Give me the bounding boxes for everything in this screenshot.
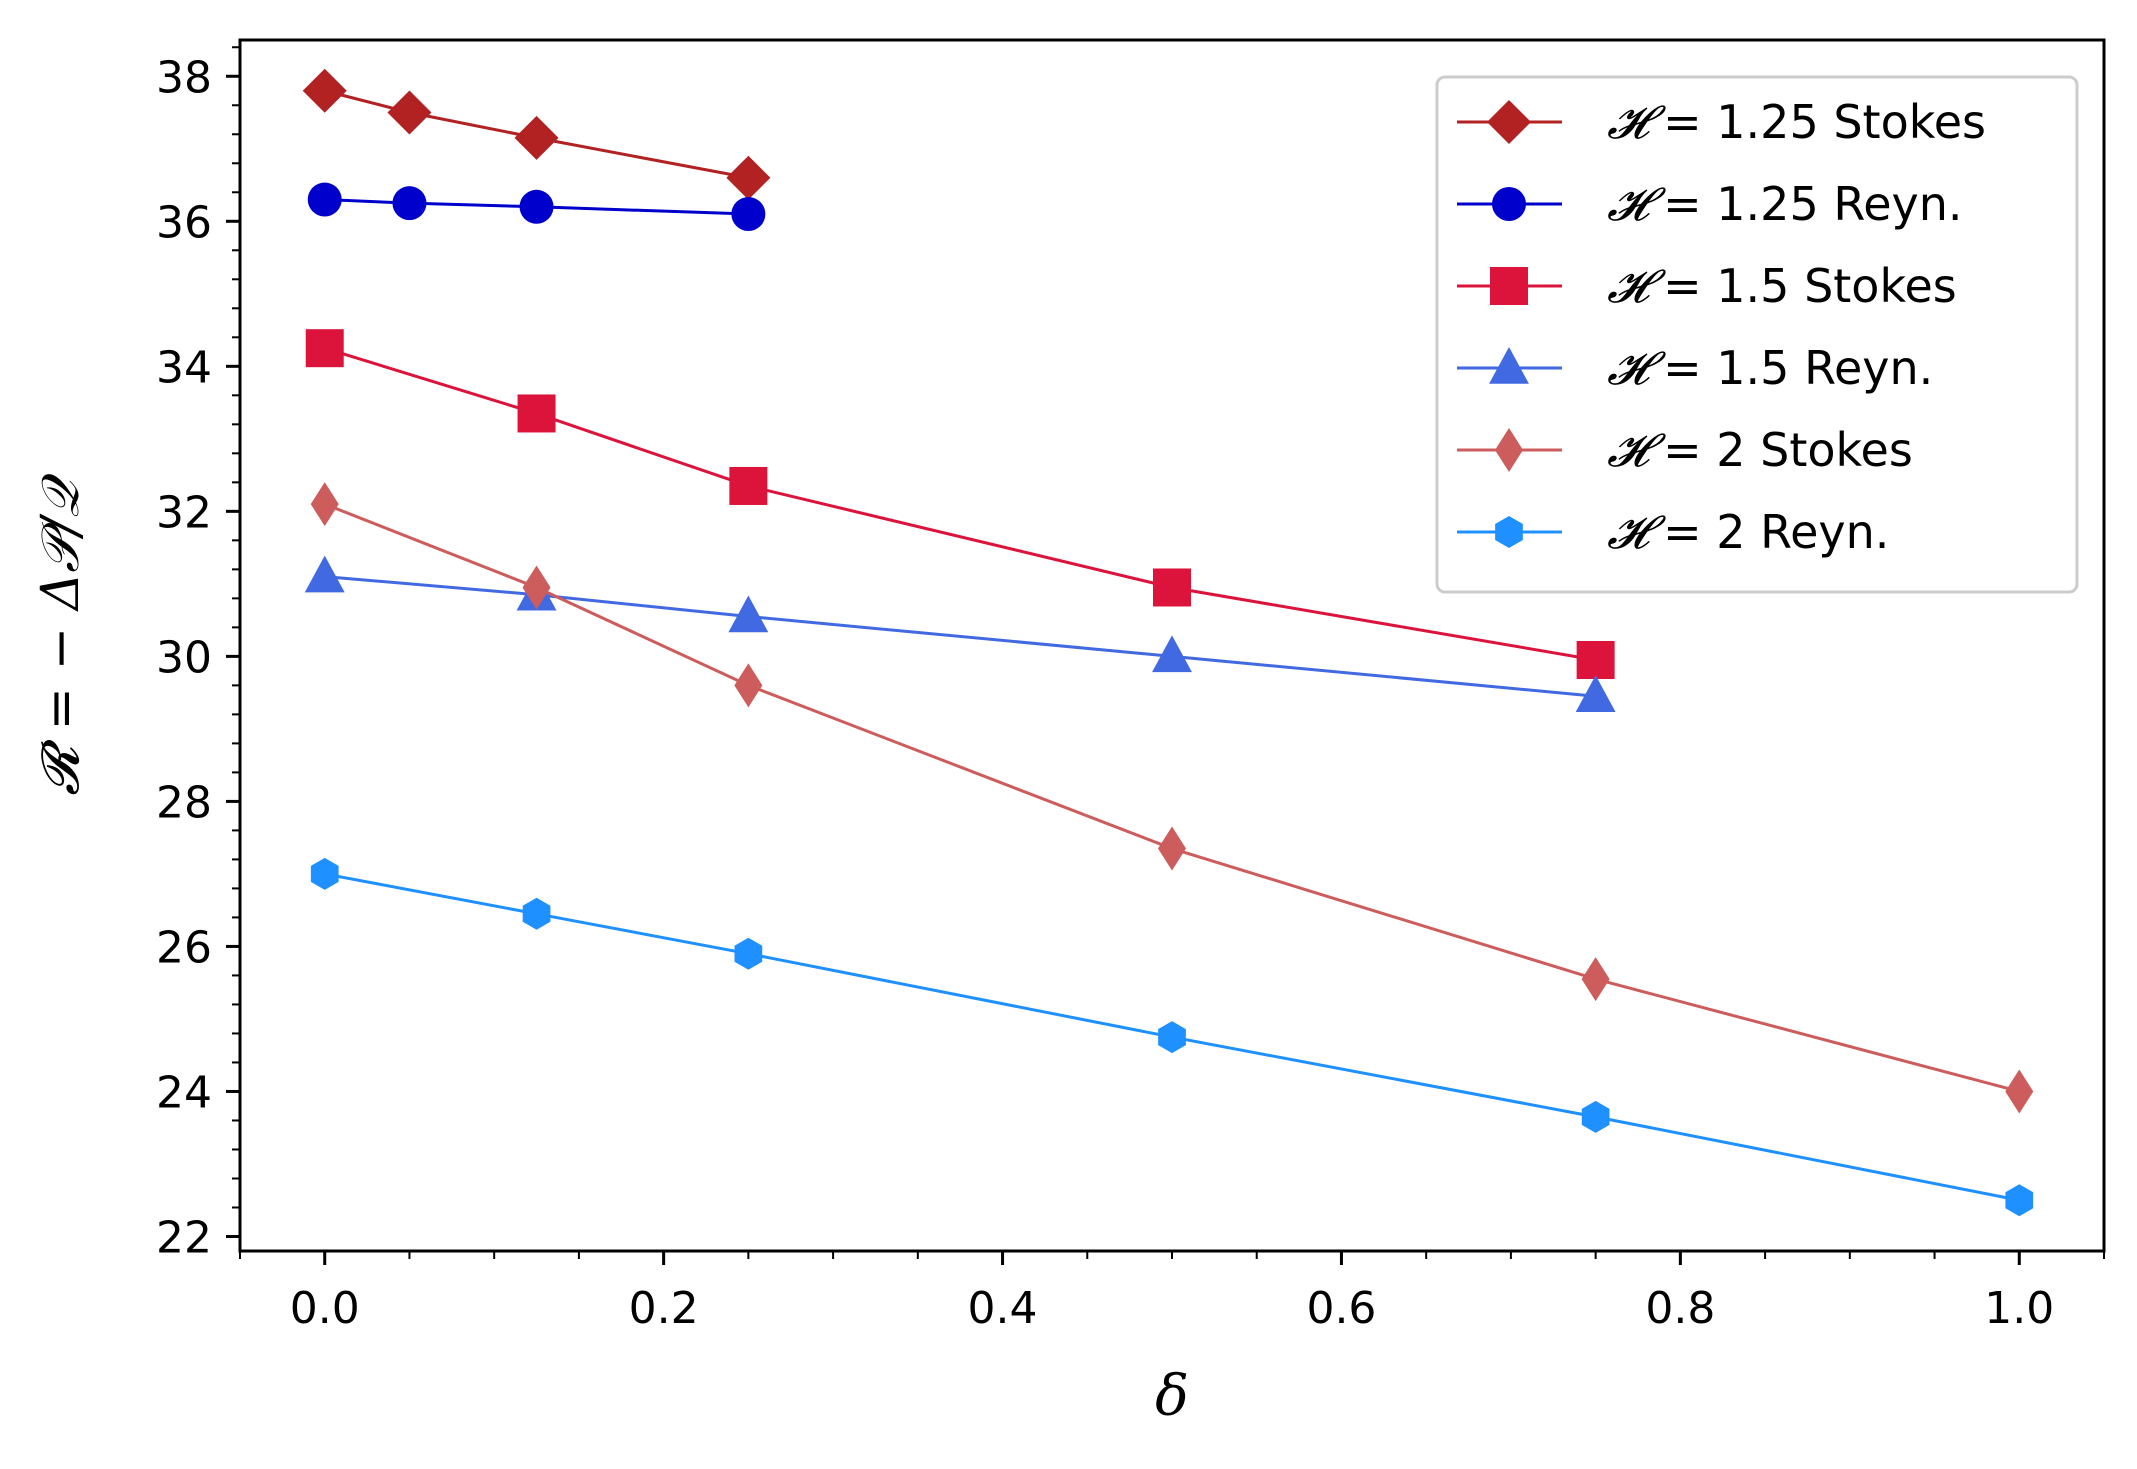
legend-text: = 1.25 Stokes — [1649, 95, 1986, 149]
legend-item-2: 𝓗 = 1.25 Reyn. — [1457, 177, 1963, 231]
x-tick-label: 0.0 — [290, 1283, 360, 1334]
plot-area — [302, 68, 2034, 1217]
legend-box — [1435, 75, 2079, 594]
y-tick-label: 26 — [156, 922, 212, 973]
legend-text: = 1.25 Reyn. — [1649, 177, 1963, 231]
data-point-6-1 — [310, 857, 339, 890]
data-point-1-4 — [726, 155, 771, 200]
legend-marker — [1490, 267, 1528, 305]
legend-marker — [1487, 100, 1531, 144]
legend-label: 𝓗 = 1.5 Reyn. — [1607, 341, 1933, 395]
y-tick-label: 28 — [156, 777, 212, 828]
data-point-4-3 — [728, 595, 769, 633]
legend-text: = 2 Reyn. — [1649, 505, 1890, 559]
data-point-5-4 — [1158, 826, 1186, 871]
legend-marker — [1495, 516, 1523, 548]
series-2 — [307, 182, 766, 232]
data-point-6-4 — [1158, 1021, 1186, 1054]
series-4 — [304, 555, 1616, 713]
legend-label: 𝓗 = 2 Stokes — [1607, 423, 1913, 477]
series-line-1 — [324, 89, 749, 180]
data-point-1-1 — [302, 68, 347, 113]
legend-text: = 2 Stokes — [1649, 423, 1913, 477]
data-point-5-2 — [522, 565, 551, 610]
legend-marker — [1492, 187, 1526, 221]
x-tick-label: 0.6 — [1306, 1283, 1376, 1334]
x-tick-label: 0.8 — [1645, 1283, 1715, 1334]
data-point-6-3 — [734, 937, 763, 970]
data-point-3-4 — [1153, 568, 1191, 607]
series-3 — [305, 329, 1615, 680]
series-line-5 — [324, 502, 2020, 1093]
series-5 — [310, 482, 2034, 1114]
legend-label: 𝓗 = 1.5 Stokes — [1607, 259, 1957, 313]
data-point-6-6 — [2005, 1184, 2034, 1217]
x-tick-label: 0.2 — [629, 1283, 699, 1334]
series-line-6 — [324, 872, 2020, 1202]
data-point-5-6 — [2005, 1069, 2034, 1114]
y-axis-label: 𝓡 = − Δ𝒫/𝒬 — [31, 473, 91, 796]
legend-label: 𝓗 = 1.25 Stokes — [1607, 95, 1986, 149]
y-tick-label: 32 — [156, 487, 212, 538]
legend-item-4: 𝓗 = 1.5 Reyn. — [1457, 341, 1933, 395]
y-tick-label: 38 — [156, 52, 212, 103]
data-point-3-3 — [729, 466, 768, 505]
y-tick-label: 22 — [156, 1212, 212, 1263]
data-point-6-2 — [522, 897, 551, 930]
legend-marker — [1489, 347, 1529, 384]
data-point-2-3 — [519, 189, 554, 224]
legend-item-6: 𝓗 = 2 Reyn. — [1457, 505, 1889, 559]
data-point-5-3 — [734, 663, 763, 708]
x-axis-label: δ — [1155, 1364, 1189, 1429]
data-point-2-4 — [731, 197, 766, 232]
legend-item-3: 𝓗 = 1.5 Stokes — [1457, 259, 1957, 313]
series-6 — [310, 857, 2034, 1217]
axes: 0.0 0.2 0.4 0.6 0.8 1.0 22 24 26 28 30 32 34 36 38 — [156, 38, 2106, 1334]
legend: 𝓗 = 1.25 Stokes 𝓗 = 1.25 Reyn. 𝓗 = 1.5 Sto… — [1435, 75, 2079, 594]
y-tick-label: 30 — [156, 632, 212, 683]
series-line-4 — [324, 575, 1596, 698]
legend-label: 𝓗 = 2 Reyn. — [1607, 505, 1889, 559]
y-tick-label: 24 — [156, 1067, 212, 1118]
data-point-5-5 — [1581, 957, 1610, 1002]
data-point-5-1 — [310, 482, 339, 527]
data-point-6-5 — [1581, 1100, 1610, 1133]
y-tick-label: 34 — [156, 342, 212, 393]
data-point-4-4 — [1152, 635, 1192, 673]
data-point-2-1 — [307, 182, 342, 217]
legend-item-5: 𝓗 = 2 Stokes — [1457, 423, 1913, 477]
data-point-3-1 — [305, 329, 344, 368]
data-point-2-2 — [392, 186, 427, 221]
x-tick-label: 0.4 — [968, 1283, 1038, 1334]
legend-text: = 1.5 Reyn. — [1649, 341, 1934, 395]
legend-label: 𝓗 = 1.25 Reyn. — [1607, 177, 1963, 231]
x-tick-label: 1.0 — [1984, 1283, 2054, 1334]
series-line-3 — [324, 346, 1596, 662]
data-point-3-2 — [517, 394, 556, 433]
series-1 — [302, 68, 771, 200]
legend-marker — [1495, 428, 1523, 472]
legend-text: = 1.5 Stokes — [1649, 259, 1957, 313]
data-point-4-5 — [1575, 675, 1616, 713]
data-point-4-1 — [304, 555, 345, 593]
series-line-2 — [324, 198, 749, 216]
data-point-1-2 — [387, 90, 432, 135]
data-point-3-5 — [1576, 641, 1615, 680]
y-tick-label: 36 — [156, 197, 212, 248]
legend-item-1: 𝓗 = 1.25 Stokes — [1457, 95, 1986, 149]
data-point-1-3 — [514, 115, 559, 160]
